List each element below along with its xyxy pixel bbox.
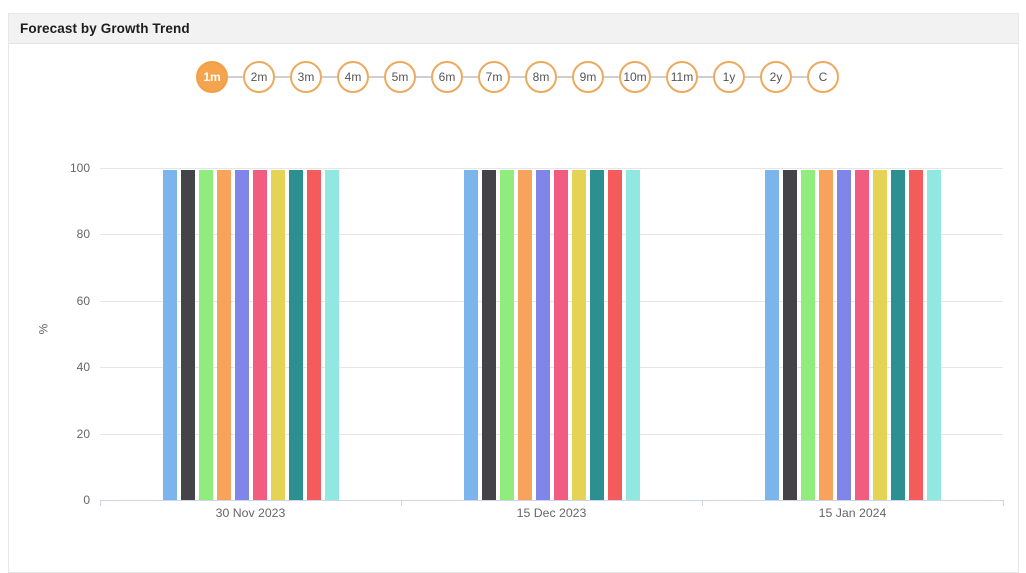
chart-bar[interactable] [325, 170, 339, 500]
chart-bar[interactable] [626, 170, 640, 500]
timeline-item-8m[interactable]: 8m [525, 61, 557, 93]
timeline-item-5m[interactable]: 5m [384, 61, 416, 93]
timeline-connector [698, 76, 713, 78]
timeline-item-2m[interactable]: 2m [243, 61, 275, 93]
timeline-item-1y[interactable]: 1y [713, 61, 745, 93]
chart-bar[interactable] [500, 170, 514, 500]
timeline-item-3m[interactable]: 3m [290, 61, 322, 93]
timeline-item-C[interactable]: C [807, 61, 839, 93]
panel-title: Forecast by Growth Trend [20, 21, 190, 36]
timeline-item-7m[interactable]: 7m [478, 61, 510, 93]
chart-bar[interactable] [289, 170, 303, 500]
timeline-connector [228, 76, 243, 78]
timeline-connector [463, 76, 478, 78]
timeline-connector [792, 76, 807, 78]
chart-bar[interactable] [181, 170, 195, 500]
timeline-connector [369, 76, 384, 78]
chart-bar[interactable] [608, 170, 622, 500]
timeline-connector [322, 76, 337, 78]
timeline-item-11m[interactable]: 11m [666, 61, 698, 93]
timeline-connector [275, 76, 290, 78]
chart-bar[interactable] [855, 170, 869, 500]
chart-bar[interactable] [253, 170, 267, 500]
chart-bar[interactable] [590, 170, 604, 500]
chart-bar[interactable] [837, 170, 851, 500]
timeline-connector [651, 76, 666, 78]
chart-bar[interactable] [909, 170, 923, 500]
chart-bar[interactable] [783, 170, 797, 500]
period-timeline: 1m 2m 3m 4m 5m 6m 7m 8m 9m 10m 11m 1y 2y C [196, 61, 839, 93]
timeline-connector [745, 76, 760, 78]
chart-bar[interactable] [271, 170, 285, 500]
chart-bar[interactable] [217, 170, 231, 500]
timeline-connector [604, 76, 619, 78]
panel-header: Forecast by Growth Trend [9, 14, 1018, 44]
chart-bar[interactable] [163, 170, 177, 500]
chart-bar[interactable] [873, 170, 887, 500]
chart-bar[interactable] [801, 170, 815, 500]
chart-bar[interactable] [819, 170, 833, 500]
timeline-item-1m[interactable]: 1m [196, 61, 228, 93]
chart-bar[interactable] [927, 170, 941, 500]
chart-bar[interactable] [307, 170, 321, 500]
timeline-item-10m[interactable]: 10m [619, 61, 651, 93]
timeline-item-4m[interactable]: 4m [337, 61, 369, 93]
chart-bar[interactable] [554, 170, 568, 500]
chart-bar[interactable] [536, 170, 550, 500]
timeline-item-9m[interactable]: 9m [572, 61, 604, 93]
chart-bar[interactable] [572, 170, 586, 500]
chart-bar[interactable] [891, 170, 905, 500]
timeline-item-6m[interactable]: 6m [431, 61, 463, 93]
timeline-connector [416, 76, 431, 78]
timeline-item-2y[interactable]: 2y [760, 61, 792, 93]
chart-bar[interactable] [482, 170, 496, 500]
timeline-connector [510, 76, 525, 78]
chart-bar[interactable] [235, 170, 249, 500]
timeline-connector [557, 76, 572, 78]
chart-bar[interactable] [518, 170, 532, 500]
chart-bar[interactable] [464, 170, 478, 500]
chart-bar[interactable] [765, 170, 779, 500]
chart-bar[interactable] [199, 170, 213, 500]
